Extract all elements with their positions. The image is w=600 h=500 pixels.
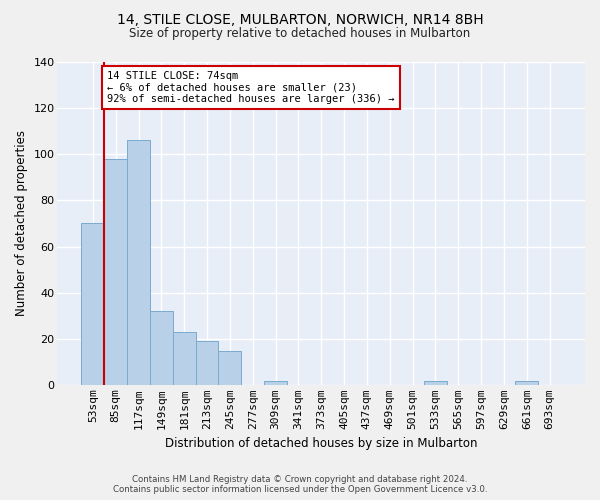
X-axis label: Distribution of detached houses by size in Mulbarton: Distribution of detached houses by size … bbox=[165, 437, 478, 450]
Bar bbox=[218, 350, 241, 386]
Bar bbox=[127, 140, 150, 386]
Text: 14, STILE CLOSE, MULBARTON, NORWICH, NR14 8BH: 14, STILE CLOSE, MULBARTON, NORWICH, NR1… bbox=[116, 12, 484, 26]
Bar bbox=[104, 158, 127, 386]
Bar bbox=[196, 342, 218, 386]
Text: Size of property relative to detached houses in Mulbarton: Size of property relative to detached ho… bbox=[130, 28, 470, 40]
Bar bbox=[424, 381, 447, 386]
Bar bbox=[150, 312, 173, 386]
Text: 14 STILE CLOSE: 74sqm
← 6% of detached houses are smaller (23)
92% of semi-detac: 14 STILE CLOSE: 74sqm ← 6% of detached h… bbox=[107, 71, 395, 104]
Bar bbox=[515, 381, 538, 386]
Y-axis label: Number of detached properties: Number of detached properties bbox=[15, 130, 28, 316]
Bar bbox=[264, 381, 287, 386]
Bar bbox=[173, 332, 196, 386]
Text: Contains HM Land Registry data © Crown copyright and database right 2024.
Contai: Contains HM Land Registry data © Crown c… bbox=[113, 474, 487, 494]
Bar bbox=[82, 224, 104, 386]
